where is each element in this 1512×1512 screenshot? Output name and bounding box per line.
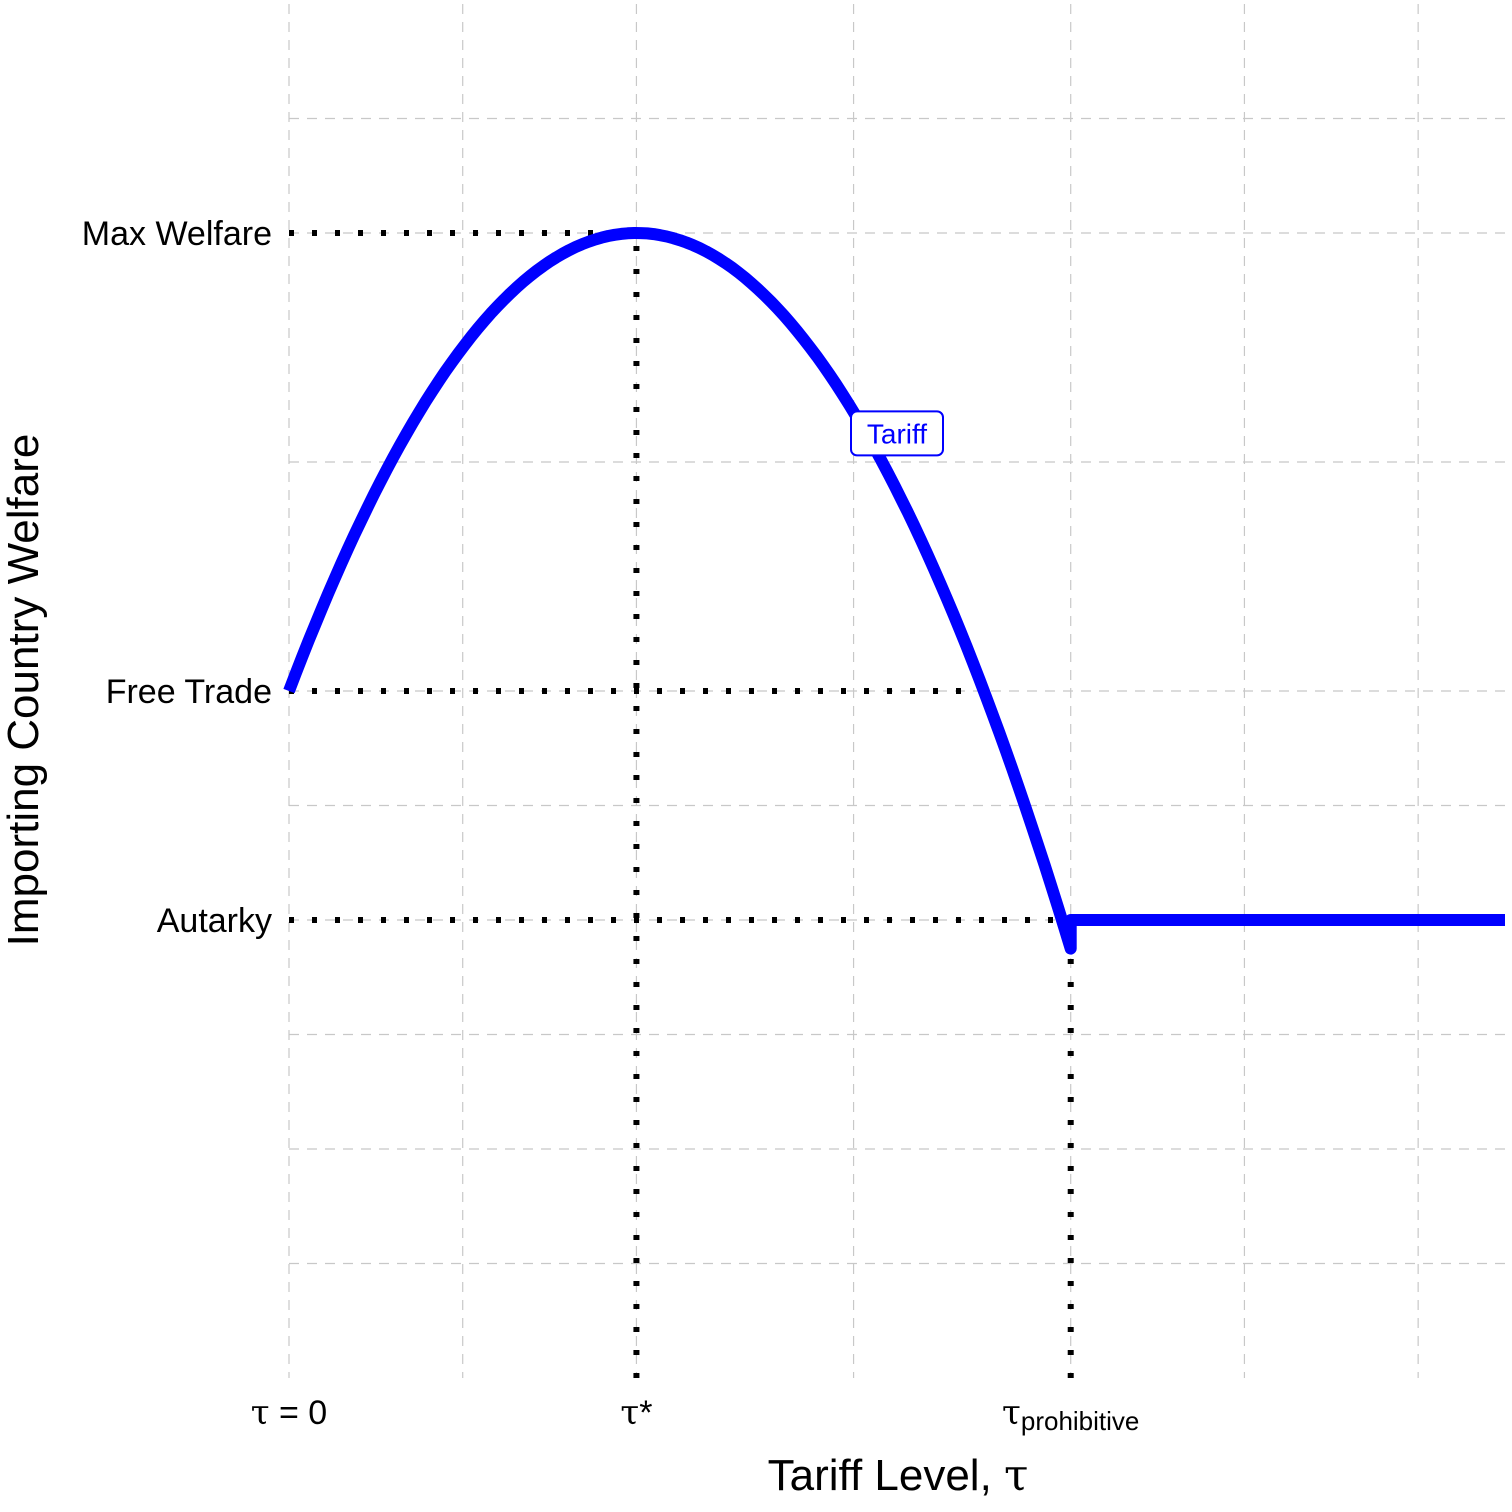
tau-symbol: τ — [251, 1393, 270, 1433]
x-tick-label-2: τprohibitive — [1002, 1393, 1139, 1436]
x-axis-title: Tariff Level, τ — [768, 1450, 1029, 1501]
x-tick-label-0: τ = 0 — [251, 1393, 327, 1433]
y-tick-label-max-welfare: Max Welfare — [82, 215, 272, 253]
series-label-box-0 — [850, 410, 944, 457]
reference-lines — [289, 230, 1074, 1378]
series-label-0: Tariff — [867, 418, 927, 449]
tick-text: = 0 — [270, 1394, 328, 1432]
annotations: Tariff — [850, 410, 944, 457]
y-tick-label-free-trade: Free Trade — [106, 673, 272, 711]
y-axis-title: Importing Country Welfare — [0, 434, 48, 947]
x-tick-label-1: τ* — [620, 1393, 652, 1433]
tick-text: * — [639, 1394, 652, 1432]
tau-symbol: τ — [620, 1393, 639, 1433]
tick-subscript: prohibitive — [1021, 1406, 1140, 1436]
series-line-tariff — [283, 227, 1505, 955]
grid — [288, 4, 1505, 1378]
series — [283, 227, 1505, 955]
x-tick-labels: τ = 0 τ* τprohibitive — [251, 1393, 1140, 1436]
tau-symbol: τ — [1002, 1393, 1021, 1433]
y-tick-label-autarky: Autarky — [157, 902, 272, 940]
y-tick-labels: Max Welfare Free Trade Autarky — [82, 215, 272, 940]
